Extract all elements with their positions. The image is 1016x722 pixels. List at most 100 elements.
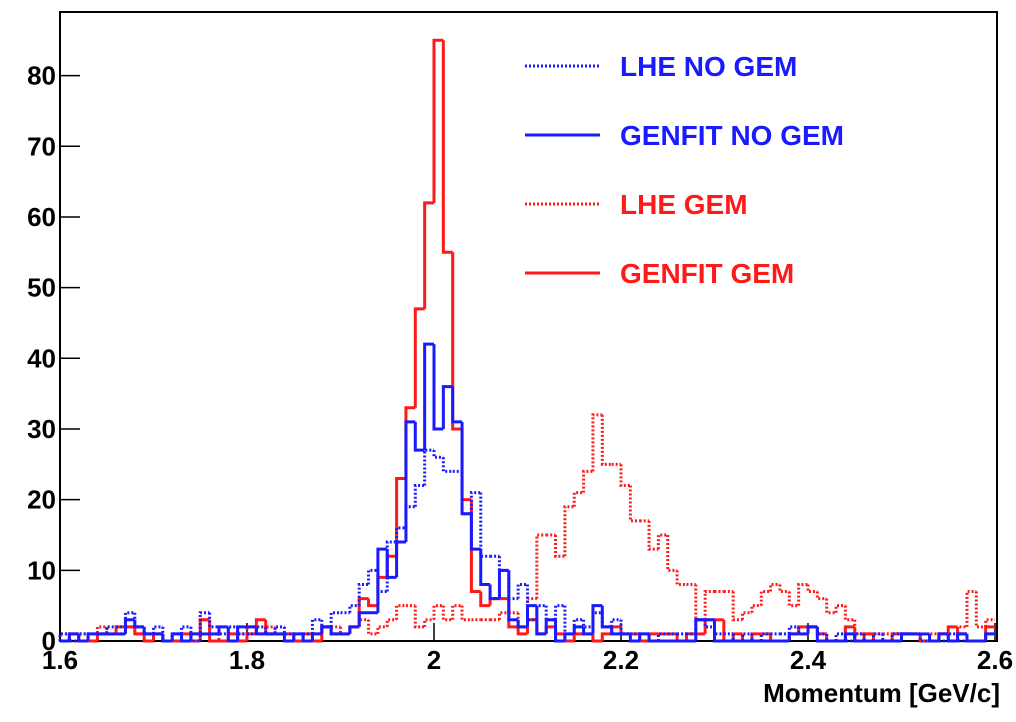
histogram-step [77,632,89,641]
histogram-step [731,591,743,622]
histogram-step [544,605,556,622]
histogram-step [563,605,575,636]
histogram-step [815,626,827,636]
histogram-step [731,633,743,643]
histogram-step [974,591,986,629]
histogram-step [95,625,107,641]
histogram-step [750,604,762,613]
plot-frame [59,11,998,642]
histogram-step [264,625,276,634]
histogram-step [376,625,388,634]
histogram-step [329,626,341,636]
histogram-step [357,611,369,627]
histogram-step [180,625,191,634]
histogram-step [591,633,603,643]
histogram-step [656,533,668,550]
histogram-step [563,505,575,557]
y-tick-label: 80 [27,61,56,91]
histogram-step [769,582,780,592]
histogram-step [367,568,378,585]
histogram-step [871,632,883,641]
histogram-step [404,505,416,528]
histogram-step [834,604,846,613]
histogram-step [282,626,294,636]
legend-label: GENFIT NO GEM [620,120,844,151]
histogram-step [357,582,369,606]
histogram-step [516,619,528,629]
histogram-step [282,633,294,643]
histogram-step [413,605,425,629]
histogram-step [600,612,612,629]
histogram-step [759,590,771,606]
histogram-step [853,619,865,636]
histogram-step [591,611,603,627]
histogram-step [423,201,434,309]
histogram-step [600,605,612,629]
y-tick-label: 0 [42,626,56,656]
histogram-step [647,633,659,643]
histogram-step [67,633,79,643]
histogram-step [703,619,715,629]
histogram-step [918,633,930,643]
histogram-step [264,626,276,636]
histogram-step [806,625,818,634]
histogram-step [208,619,219,643]
histogram-step [123,618,135,634]
histogram-step [273,625,285,634]
histogram-step [441,385,453,429]
histogram-step [469,491,481,514]
histogram-step [226,632,238,641]
histogram-step [628,633,640,643]
histogram-step [310,618,322,634]
histogram-step [423,618,434,627]
histogram-step [937,632,949,641]
histogram-step [460,471,472,516]
histogram-step [413,421,425,452]
histogram-step [133,626,145,636]
histogram-step [432,450,444,459]
histogram-step [843,633,855,643]
histogram-step [694,618,706,634]
histogram-step [862,633,874,643]
histogram-step [301,633,313,643]
histogram-step [610,618,621,627]
histogram-step [619,619,631,636]
histogram-step [787,632,799,641]
histogram-step [479,591,491,608]
histogram-step [180,633,191,643]
histogram-step [497,611,509,620]
histogram-step [441,40,453,254]
histogram-step [395,526,406,543]
histogram-step [797,626,808,636]
y-tick-label: 50 [27,273,56,303]
histogram-step [189,632,201,641]
histogram-step [58,632,70,641]
histogram-step [928,632,939,641]
histogram-step [413,307,425,408]
histogram-step [946,625,958,634]
histogram-step [123,625,135,634]
histogram-step [357,618,369,627]
x-tick-label: 2.6 [977,645,1013,675]
histogram-step [432,604,444,620]
histogram-step [395,604,406,620]
histogram-step [395,476,406,557]
histogram-step [170,632,182,641]
histogram-step [217,633,229,643]
histogram-step [582,619,593,629]
histogram-step [226,626,238,643]
histogram-step [329,611,341,627]
histogram-step [591,604,603,634]
histogram-step [441,605,453,622]
x-tick-label: 2.4 [790,645,827,675]
histogram-step [189,626,201,643]
histogram-step [600,632,612,641]
histogram-step [142,626,154,636]
histogram-step [320,619,332,629]
histogram-step [441,457,453,473]
histogram-step [479,492,491,558]
histogram-step [217,626,229,636]
histogram-step [815,591,827,601]
histogram-step [572,625,584,634]
legend-label: LHE GEM [620,189,748,220]
